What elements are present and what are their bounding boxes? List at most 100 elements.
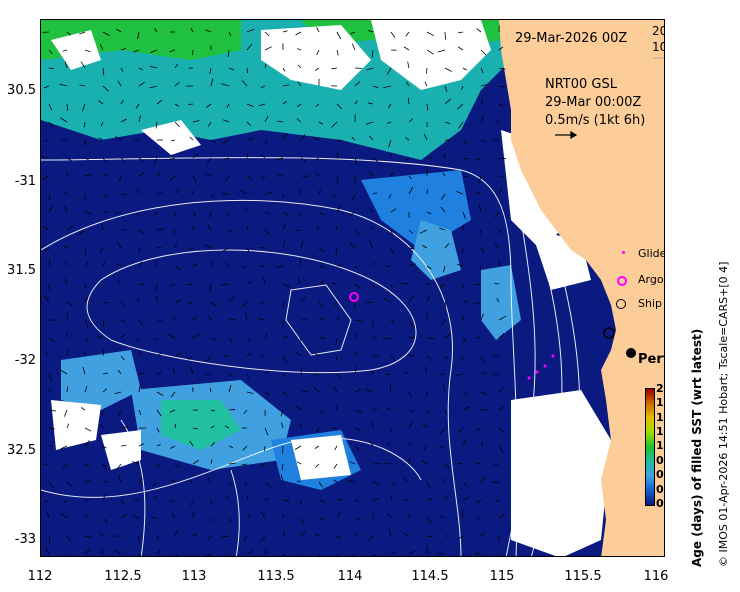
current-vector xyxy=(43,499,50,504)
current-vector xyxy=(354,332,358,339)
current-vector xyxy=(480,355,485,363)
current-vector xyxy=(246,513,252,519)
current-vector xyxy=(336,225,338,231)
current-vector xyxy=(228,385,232,393)
current-vectors xyxy=(41,25,507,556)
ship-marker xyxy=(603,327,615,339)
current-vector xyxy=(311,136,320,141)
current-vector xyxy=(190,27,194,33)
current-vector xyxy=(48,205,53,213)
current-vector xyxy=(408,118,414,123)
current-vector xyxy=(64,61,68,69)
current-vector xyxy=(390,355,396,362)
current-vector xyxy=(369,135,374,141)
current-vector xyxy=(156,463,161,468)
current-vector xyxy=(332,282,338,285)
current-vector xyxy=(315,427,320,433)
current-vector xyxy=(138,373,145,375)
current-vector xyxy=(99,247,104,253)
current-vector xyxy=(138,261,143,267)
current-vector xyxy=(246,43,253,51)
current-vector xyxy=(115,136,122,141)
current-vector xyxy=(368,535,374,541)
current-vector xyxy=(156,171,162,177)
current-vector xyxy=(282,101,287,105)
current-vector xyxy=(282,241,286,249)
cbar-tick-7: 0.25 xyxy=(656,483,664,496)
current-vector xyxy=(498,513,506,519)
current-vector xyxy=(498,445,504,453)
current-vector xyxy=(264,31,270,37)
current-vector xyxy=(66,301,73,306)
current-vector xyxy=(170,391,176,398)
current-vector xyxy=(480,313,484,321)
current-vector xyxy=(156,192,163,195)
current-vector xyxy=(246,28,255,33)
current-vector xyxy=(444,121,451,125)
current-vector xyxy=(210,442,216,447)
current-vector xyxy=(117,369,122,375)
current-vector xyxy=(444,409,448,415)
current-vector xyxy=(498,46,504,51)
current-vector xyxy=(318,499,326,503)
current-vector xyxy=(191,189,194,195)
current-vector xyxy=(155,283,158,292)
current-vector xyxy=(408,175,412,180)
current-vector xyxy=(156,99,163,105)
current-vector xyxy=(48,337,56,343)
current-vector xyxy=(84,427,92,432)
current-vector xyxy=(174,63,178,69)
current-vector xyxy=(335,405,338,411)
current-vector xyxy=(426,517,433,524)
current-vector xyxy=(174,103,180,107)
current-vector xyxy=(457,264,464,267)
current-vector xyxy=(205,172,212,177)
current-vector xyxy=(384,463,392,465)
current-vector xyxy=(116,463,122,470)
current-vector xyxy=(264,115,269,123)
current-vector xyxy=(136,187,140,195)
current-vector xyxy=(135,103,140,109)
current-vector xyxy=(318,481,324,488)
current-vector xyxy=(66,386,69,393)
map-frame[interactable]: 29-Mar-2026 00Z 200m 1000m NRT00 GSL 29-… xyxy=(40,19,665,557)
current-vector xyxy=(426,481,431,488)
current-vector xyxy=(155,121,158,129)
current-vector xyxy=(390,229,394,237)
current-vector xyxy=(296,480,302,483)
current-vector xyxy=(154,259,158,267)
current-vector xyxy=(66,225,73,231)
current-vector xyxy=(300,517,305,525)
current-vector xyxy=(354,388,361,393)
current-vector xyxy=(336,498,343,501)
current-vector xyxy=(98,100,104,105)
current-vector xyxy=(461,510,464,519)
current-vector xyxy=(336,139,343,141)
current-vector xyxy=(221,283,230,286)
current-vector xyxy=(403,532,410,537)
current-vector xyxy=(138,553,142,556)
current-vector xyxy=(444,463,450,469)
current-vector xyxy=(444,333,452,339)
current-vector xyxy=(282,301,285,308)
current-vector xyxy=(120,193,128,196)
current-vector xyxy=(133,49,140,53)
current-vector xyxy=(408,186,414,195)
current-vector xyxy=(246,494,249,501)
current-vector xyxy=(63,245,68,249)
current-vector xyxy=(153,157,158,165)
current-vector xyxy=(102,388,108,393)
current-vector xyxy=(225,496,230,501)
current-vector xyxy=(169,499,176,503)
current-vector xyxy=(333,463,338,469)
current-vector xyxy=(244,481,248,487)
current-vector xyxy=(150,516,158,519)
current-vector xyxy=(222,139,230,144)
current-vector xyxy=(149,85,158,89)
current-vector xyxy=(246,225,249,231)
current-vector xyxy=(84,480,91,483)
current-vector xyxy=(426,211,432,215)
current-vector xyxy=(210,337,217,341)
current-vector xyxy=(188,480,194,483)
current-vector xyxy=(480,391,488,395)
